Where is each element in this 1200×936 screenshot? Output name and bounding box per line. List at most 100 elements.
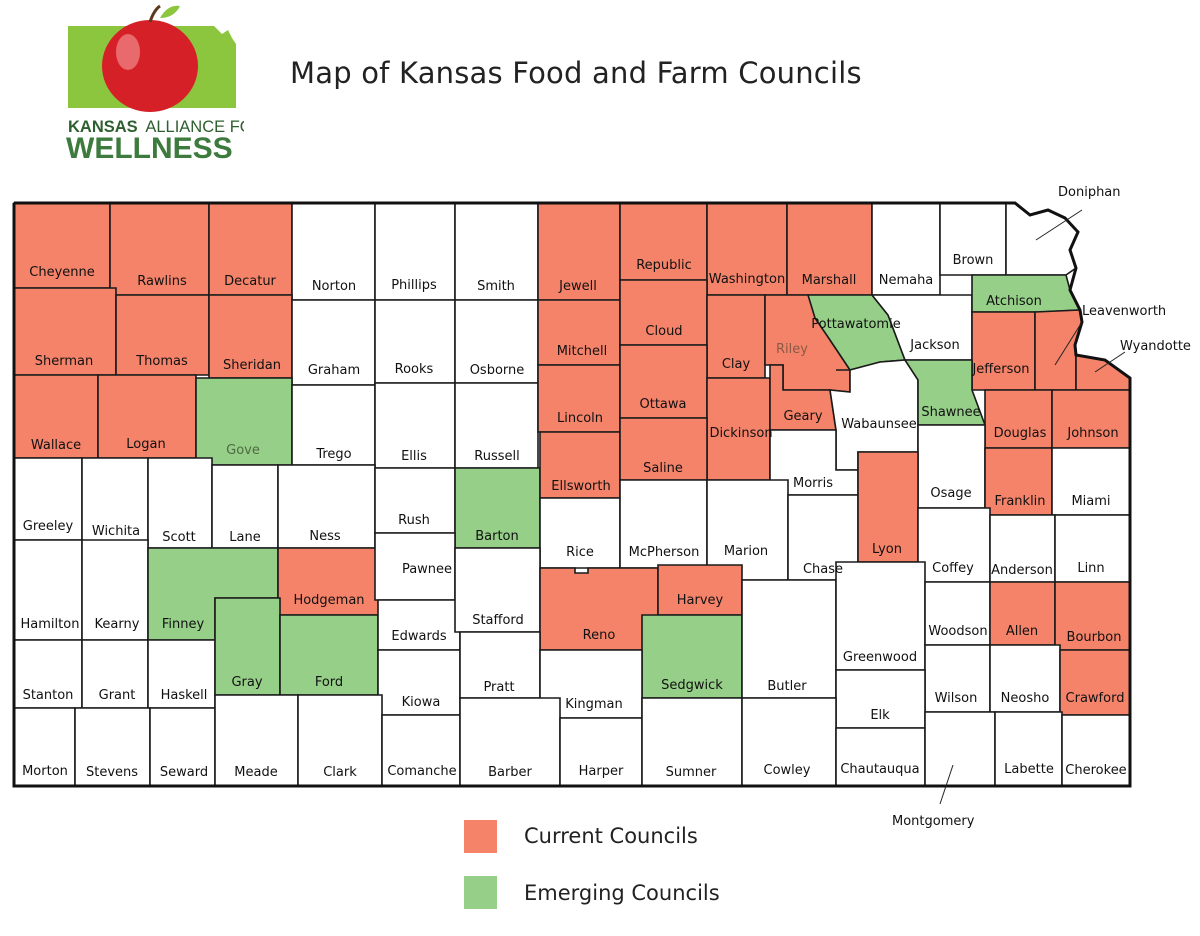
- county-label-rawlins: Rawlins: [137, 274, 187, 289]
- county-label-sedgwick: Sedgwick: [661, 678, 723, 693]
- montgomery-leader-line: [939, 764, 954, 805]
- county-label-finney: Finney: [162, 617, 205, 632]
- county-label-pratt: Pratt: [483, 680, 514, 695]
- county-label-kearny: Kearny: [95, 617, 140, 632]
- kansas-alliance-for-wellness-logo: KANSAS ALLIANCE FOR WELLNESS: [64, 4, 265, 165]
- county-label-sumner: Sumner: [666, 765, 717, 780]
- county-label-clark: Clark: [323, 765, 357, 780]
- county-label-brown: Brown: [953, 253, 994, 268]
- legend-swatch-emerging: [464, 876, 497, 909]
- doniphan-leader-line: [1035, 209, 1083, 241]
- logo-leaf-icon: [160, 5, 180, 18]
- county-label-graham: Graham: [308, 363, 360, 378]
- legend-swatch-current: [464, 820, 497, 853]
- county-label-rooks: Rooks: [395, 362, 434, 377]
- county-label-stafford: Stafford: [472, 613, 524, 628]
- county-label-ellsworth: Ellsworth: [551, 479, 610, 494]
- county-label-haskell: Haskell: [161, 688, 208, 703]
- county-label-norton: Norton: [312, 279, 356, 294]
- page-title: Map of Kansas Food and Farm Councils: [290, 56, 862, 90]
- county-chautauqua: [835, 727, 926, 787]
- county-doniphan: [1005, 202, 1079, 276]
- county-label-elk: Elk: [870, 708, 890, 723]
- county-label-cheyenne: Cheyenne: [29, 265, 94, 280]
- county-label-morris: Morris: [793, 476, 833, 491]
- county-label-republic: Republic: [636, 258, 692, 273]
- callout-montgomery: Montgomery: [892, 814, 975, 829]
- county-label-edwards: Edwards: [391, 629, 446, 644]
- county-label-anderson: Anderson: [991, 563, 1053, 578]
- county-label-kiowa: Kiowa: [402, 695, 441, 710]
- county-label-barton: Barton: [475, 529, 519, 544]
- county-label-hamilton: Hamilton: [21, 617, 80, 632]
- county-label-linn: Linn: [1077, 561, 1104, 576]
- county-label-dickinson: Dickinson: [709, 426, 772, 441]
- county-label-marshall: Marshall: [802, 273, 857, 288]
- county-label-lane: Lane: [229, 530, 260, 545]
- county-label-reno: Reno: [583, 628, 616, 643]
- county-label-hodgeman: Hodgeman: [293, 593, 364, 608]
- county-label-cherokee: Cherokee: [1065, 763, 1126, 778]
- county-label-chase: Chase: [803, 562, 843, 577]
- county-label-nemaha: Nemaha: [879, 273, 934, 288]
- county-label-mitchell: Mitchell: [557, 344, 608, 359]
- county-label-wichita: Wichita: [92, 524, 140, 539]
- callout-wyandotte: Wyandotte: [1120, 339, 1191, 354]
- legend-label-current: Current Councils: [524, 824, 698, 848]
- county-label-morton: Morton: [22, 764, 68, 779]
- wyandotte-leader-line: [1094, 351, 1126, 373]
- county-label-coffey: Coffey: [932, 561, 974, 576]
- county-label-stevens: Stevens: [86, 765, 138, 780]
- county-label-bourbon: Bourbon: [1067, 630, 1122, 645]
- county-label-woodson: Woodson: [928, 624, 987, 639]
- county-label-smith: Smith: [477, 279, 515, 294]
- county-label-sherman: Sherman: [35, 354, 93, 369]
- leavenworth-leader-line: [1054, 321, 1083, 366]
- county-label-wabaunsee: Wabaunsee: [841, 417, 916, 432]
- county-label-gray: Gray: [231, 675, 262, 690]
- county-label-ellis: Ellis: [401, 449, 427, 464]
- county-label-decatur: Decatur: [224, 274, 276, 289]
- county-label-clay: Clay: [722, 357, 751, 372]
- county-label-jackson: Jackson: [909, 338, 959, 353]
- county-label-washington: Washington: [709, 272, 785, 287]
- county-label-labette: Labette: [1004, 762, 1054, 777]
- state-outline: [12, 201, 1132, 788]
- county-label-lyon: Lyon: [872, 542, 902, 557]
- county-label-butler: Butler: [767, 679, 807, 694]
- county-label-stanton: Stanton: [23, 688, 74, 703]
- county-label-pottawatomie: Pottawatomie: [811, 317, 900, 332]
- county-label-ford: Ford: [315, 675, 343, 690]
- county-label-miami: Miami: [1071, 494, 1110, 509]
- county-label-harvey: Harvey: [677, 593, 724, 608]
- county-montgomery: [924, 711, 996, 787]
- county-label-logan: Logan: [126, 437, 165, 452]
- county-label-franklin: Franklin: [994, 494, 1045, 509]
- county-label-allen: Allen: [1006, 624, 1038, 639]
- county-label-riley: Riley: [776, 342, 808, 357]
- county-label-ottawa: Ottawa: [640, 397, 687, 412]
- county-label-comanche: Comanche: [387, 764, 456, 779]
- county-label-russell: Russell: [474, 449, 519, 464]
- county-label-grant: Grant: [99, 688, 136, 703]
- county-label-barber: Barber: [488, 765, 532, 780]
- county-label-seward: Seward: [160, 765, 208, 780]
- county-label-rush: Rush: [398, 513, 430, 528]
- county-label-douglas: Douglas: [994, 426, 1047, 441]
- county-label-meade: Meade: [234, 765, 277, 780]
- county-label-kingman: Kingman: [565, 697, 623, 712]
- county-label-greenwood: Greenwood: [843, 650, 917, 665]
- county-label-jewell: Jewell: [558, 279, 597, 294]
- county-label-atchison: Atchison: [986, 294, 1042, 309]
- logo-line2: WELLNESS: [66, 132, 233, 164]
- county-label-rice: Rice: [566, 545, 594, 560]
- county-label-thomas: Thomas: [135, 354, 188, 369]
- callout-leavenworth: Leavenworth: [1082, 304, 1166, 319]
- county-label-wilson: Wilson: [935, 691, 978, 706]
- logo-line1: KANSAS ALLIANCE FOR: [68, 118, 244, 136]
- county-jefferson: [971, 311, 1036, 391]
- county-label-sheridan: Sheridan: [223, 358, 281, 373]
- county-label-lincoln: Lincoln: [557, 411, 603, 426]
- county-label-shawnee: Shawnee: [921, 405, 980, 420]
